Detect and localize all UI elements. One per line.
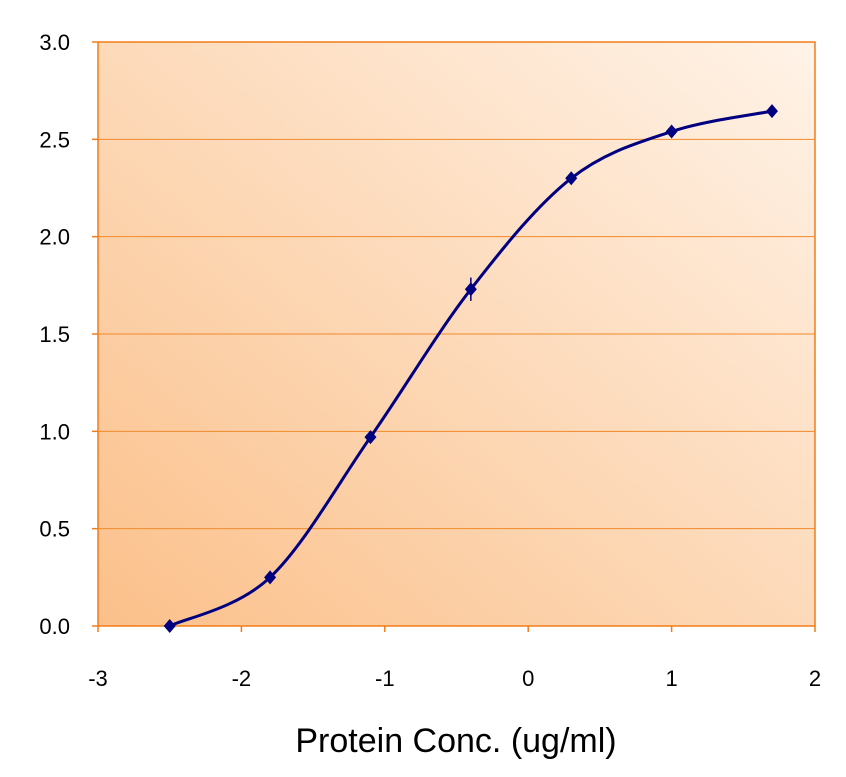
data-point-marker: [364, 430, 377, 445]
x-tick-label: 1: [665, 666, 677, 691]
x-tick-label: 0: [522, 666, 534, 691]
x-tick-label: -3: [88, 666, 108, 691]
data-point-marker: [163, 619, 176, 633]
y-tick-label: 1.5: [39, 322, 70, 347]
x-tick-label: 2: [809, 666, 821, 691]
y-tick-label: 1.0: [39, 419, 70, 444]
data-point-marker: [565, 171, 578, 186]
data-point-marker: [464, 282, 477, 297]
y-tick-label: 2.5: [39, 127, 70, 152]
y-tick-label: 3.0: [39, 30, 70, 55]
y-tick-label: 0.0: [39, 614, 70, 639]
y-tick-label: 0.5: [39, 517, 70, 542]
data-point-marker: [765, 104, 778, 119]
x-axis-label: Protein Conc. (ug/ml): [295, 722, 616, 760]
y-tick-label: 2.0: [39, 225, 70, 250]
data-point-marker: [665, 124, 678, 139]
x-tick-label: -1: [375, 666, 395, 691]
data-point-marker: [264, 570, 277, 585]
x-tick-label: -2: [232, 666, 252, 691]
